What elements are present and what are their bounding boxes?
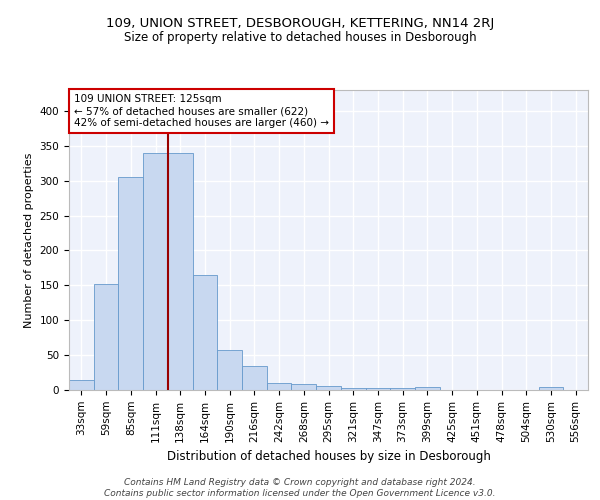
Bar <box>365 388 390 390</box>
Bar <box>341 388 365 390</box>
Bar <box>316 386 341 390</box>
Text: 109, UNION STREET, DESBOROUGH, KETTERING, NN14 2RJ: 109, UNION STREET, DESBOROUGH, KETTERING… <box>106 18 494 30</box>
Bar <box>292 384 316 390</box>
X-axis label: Distribution of detached houses by size in Desborough: Distribution of detached houses by size … <box>167 450 490 463</box>
Text: Size of property relative to detached houses in Desborough: Size of property relative to detached ho… <box>124 31 476 44</box>
Bar <box>118 177 143 390</box>
Bar <box>242 366 267 390</box>
Text: Contains HM Land Registry data © Crown copyright and database right 2024.
Contai: Contains HM Land Registry data © Crown c… <box>104 478 496 498</box>
Bar <box>94 284 118 390</box>
Bar <box>193 275 217 390</box>
Bar <box>168 153 193 390</box>
Bar <box>539 386 563 390</box>
Bar <box>415 386 440 390</box>
Bar <box>143 153 168 390</box>
Bar <box>217 350 242 390</box>
Bar <box>267 383 292 390</box>
Y-axis label: Number of detached properties: Number of detached properties <box>24 152 34 328</box>
Bar <box>69 380 94 390</box>
Text: 109 UNION STREET: 125sqm
← 57% of detached houses are smaller (622)
42% of semi-: 109 UNION STREET: 125sqm ← 57% of detach… <box>74 94 329 128</box>
Bar <box>390 388 415 390</box>
